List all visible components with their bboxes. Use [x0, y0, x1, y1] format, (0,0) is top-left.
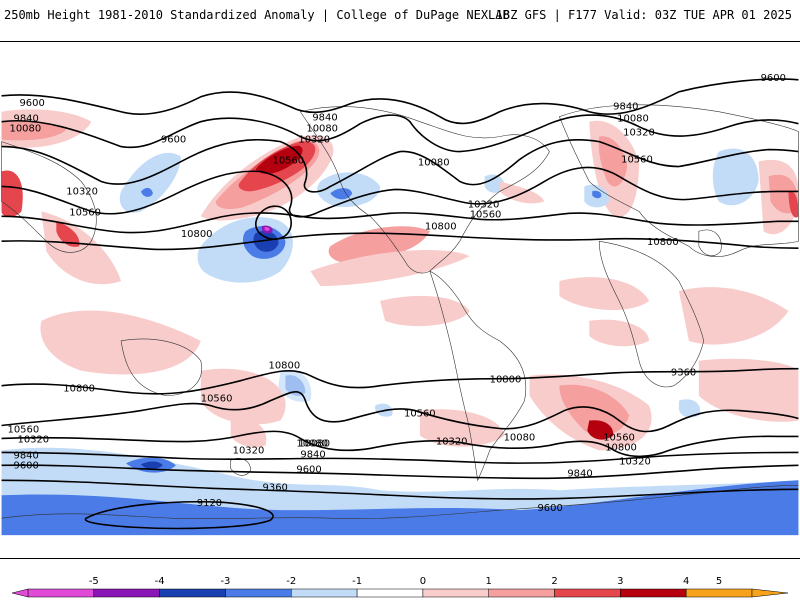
colorbar-tick-label: -3: [220, 576, 230, 587]
contour-label: 10560: [603, 432, 635, 443]
colorbar-tick-labels: -5 -4 -3 -2 -1 0 1 2 3 4 5: [89, 576, 722, 587]
contour-label: 10800: [647, 237, 679, 248]
colorbar-tick-label: -2: [286, 576, 296, 587]
contour-label: 10320: [298, 135, 330, 146]
contour-label: 9840: [312, 113, 337, 124]
colorbar-min-arrow: [11, 588, 29, 598]
contour-label: 10560: [201, 394, 233, 405]
colorbar-swatch: [620, 588, 687, 598]
contour-label: 10320: [233, 445, 265, 456]
colorbar-swatch: [422, 588, 489, 598]
contour-label: 10080: [617, 114, 649, 125]
contour-label: 10080: [306, 124, 338, 135]
header-bar: 250mb Height 1981-2010 Standardized Anom…: [0, 0, 800, 30]
colorbar-tick-label: -1: [352, 576, 362, 587]
contour-label: 9600: [161, 135, 186, 146]
colorbar-swatch: [291, 588, 358, 598]
contour-label: 9840: [300, 449, 325, 460]
colorbar-tick-label: -5: [89, 576, 99, 587]
colorbar-tick-label: 4: [683, 576, 689, 587]
colorbar-swatch: [356, 588, 424, 598]
contour-label: 10320: [468, 199, 500, 210]
anomaly-map: 9600 9840 10080 9600 10320 10560 10800 9…: [0, 41, 800, 559]
colorbar-swatch: [225, 588, 292, 598]
contour-label: 10560: [404, 409, 436, 420]
contour-label: 9600: [13, 460, 38, 471]
contour-label: 9600: [537, 503, 562, 514]
contour-label: 10800: [605, 442, 637, 453]
colorbar-swatch: [27, 588, 95, 598]
contour-label: 9120: [197, 498, 222, 509]
colorbar-swatch: [93, 588, 160, 598]
contour-label: 10800: [63, 384, 95, 395]
contour-label: 9840: [13, 114, 38, 125]
contour-label: 10320: [17, 434, 49, 445]
contour-label: 10320: [623, 128, 655, 139]
contour-label: 10560: [621, 155, 653, 166]
colorbar-max-arrow: [751, 588, 789, 598]
colorbar-swatch: [685, 588, 753, 598]
contour-label: 10800: [269, 361, 301, 372]
colorbar-tick-label: 0: [420, 576, 426, 587]
contour-label: 9360: [263, 482, 288, 493]
contour-label: 9600: [761, 73, 786, 84]
contour-label: 10560: [8, 424, 40, 435]
contour-label: 10080: [10, 124, 42, 135]
contour-label: 10800: [181, 229, 213, 240]
contour-label: 9360: [671, 368, 696, 379]
contour-label: 10320: [436, 436, 468, 447]
contour-label: 9600: [19, 98, 44, 109]
contour-label: 10560: [470, 209, 502, 220]
contour-label: 10080: [504, 432, 536, 443]
colorbar: -5 -4 -3 -2 -1 0 1 2 3 4 5: [11, 576, 789, 598]
contour-label: 9840: [13, 450, 38, 461]
contour-labels: 9600 9840 10080 9600 10320 10560 10800 9…: [8, 73, 786, 514]
contour-label: 10320: [619, 456, 651, 467]
contour-label: 9840: [613, 102, 638, 113]
contour-label: 10320: [66, 186, 98, 197]
antarctic-coast: [1, 484, 799, 520]
contour-label: 10560: [69, 207, 101, 218]
contour-label: 10800: [490, 375, 522, 386]
colorbar-swatch: [554, 588, 621, 598]
contour-label: 10080: [296, 438, 328, 449]
colorbar-swatches: [11, 588, 789, 598]
contour-label: 10800: [425, 221, 457, 232]
colorbar-tick-label: 3: [617, 576, 623, 587]
model-run-info: 18Z GFS | F177 Valid: 03Z TUE APR 01 202…: [495, 8, 792, 22]
colorbar-tick-label: 2: [551, 576, 557, 587]
colorbar-tick-label: 5: [716, 576, 722, 587]
product-title: 250mb Height 1981-2010 Standardized Anom…: [4, 8, 510, 22]
colorbar-swatch: [488, 588, 555, 598]
contour-label: 10080: [298, 438, 330, 449]
contour-label: 9840: [567, 468, 592, 479]
height-contours: [1, 78, 799, 530]
contour-label: 9600: [296, 464, 321, 475]
colorbar-tick-label: 1: [486, 576, 492, 587]
contour-label: 10560: [272, 156, 304, 167]
colorbar-swatch: [159, 588, 226, 598]
coastlines: [1, 104, 799, 482]
contour-label: 10080: [418, 158, 450, 169]
anomaly-shading: [1, 109, 799, 536]
colorbar-tick-label: -4: [155, 576, 165, 587]
